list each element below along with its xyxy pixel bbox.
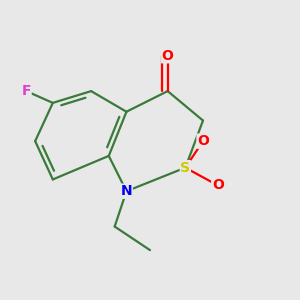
Text: O: O bbox=[212, 178, 224, 192]
Text: O: O bbox=[197, 134, 209, 148]
Text: S: S bbox=[180, 161, 190, 175]
Text: O: O bbox=[162, 49, 174, 63]
Text: N: N bbox=[121, 184, 132, 198]
Text: F: F bbox=[22, 84, 31, 98]
